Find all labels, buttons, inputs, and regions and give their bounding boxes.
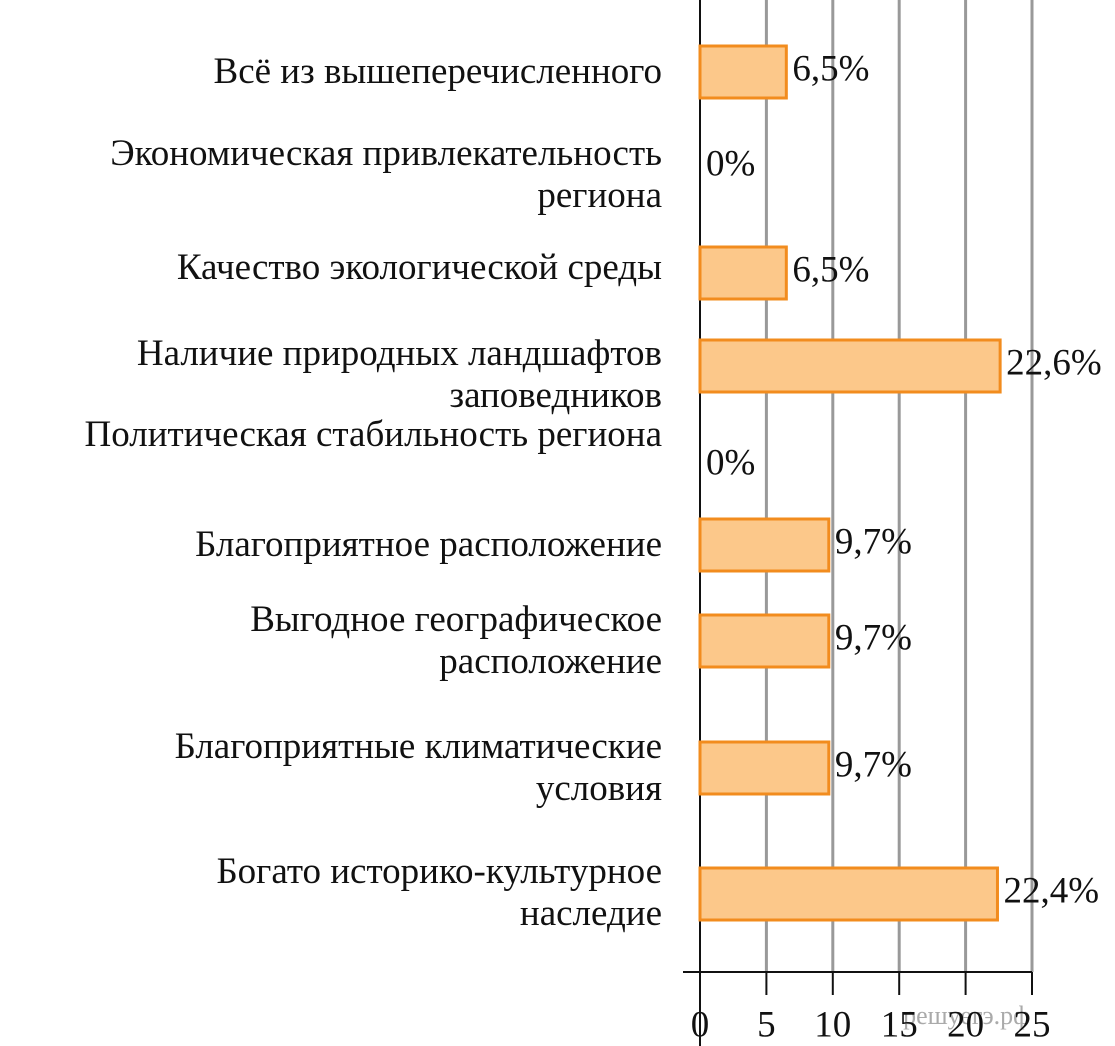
category-label: Наличие природных ландшафтов заповеднико… [136,333,662,416]
category-label: Выгодное географическое расположение [250,599,662,682]
x-tick-label: 25 [1014,1004,1051,1045]
value-label: 0% [706,442,755,483]
category-label: Экономическая привлекательность региона [110,133,662,216]
watermark: решуегэ.рф [903,1001,1030,1030]
bar [698,613,831,669]
value-label: 9,7% [835,744,912,785]
bar [698,245,788,301]
category-label: Политическая стабильность региона [84,414,662,455]
value-label: 22,4% [1003,870,1099,911]
value-label: 9,7% [835,521,912,562]
value-label: 22,6% [1006,342,1102,383]
bar [698,338,1002,394]
category-label: Качество экологической среды [176,247,662,288]
bar [698,44,788,100]
value-label: 9,7% [835,617,912,658]
value-label: 0% [706,143,755,184]
bar [698,740,831,796]
x-tick-label: 5 [757,1004,776,1045]
x-tick-label: 10 [814,1004,851,1045]
x-tick-label: 15 [881,1004,918,1045]
category-label: Богато историко-культурное наследие [216,851,662,934]
x-tick-label: 20 [947,1004,984,1045]
bar [698,517,831,573]
category-label: Благоприятные климатические условия [174,726,662,809]
category-label: Благоприятное расположение [195,524,662,565]
value-label: 6,5% [792,249,869,290]
category-label: Всё из вышеперечисленного [213,51,662,92]
bar [698,866,999,922]
value-label: 6,5% [792,48,869,89]
